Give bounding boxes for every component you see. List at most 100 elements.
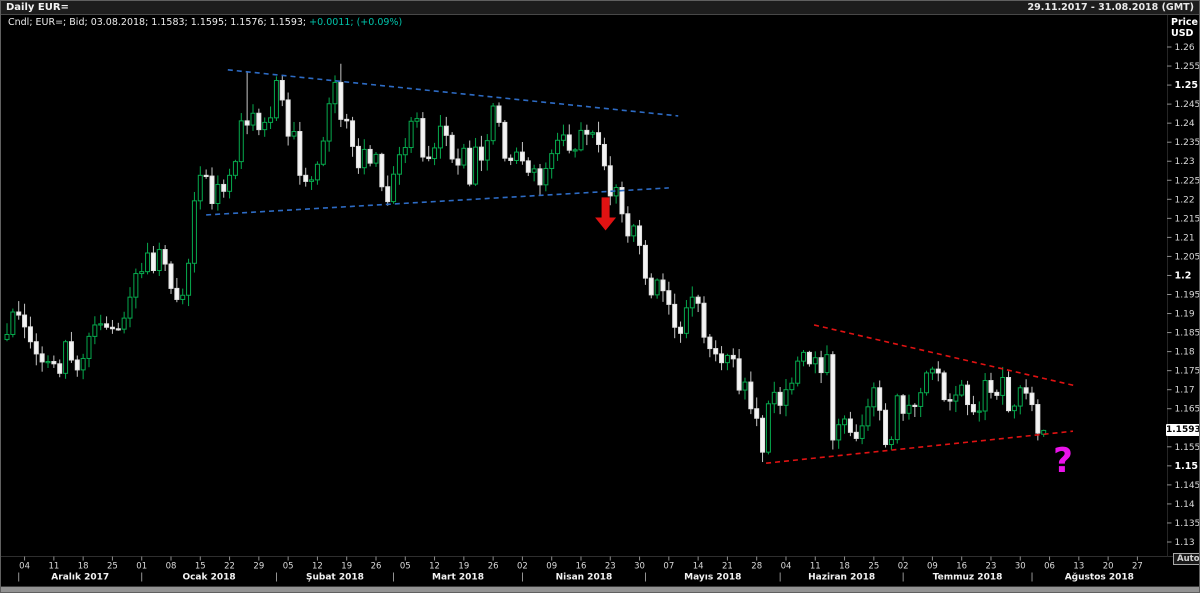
- candle-up: [514, 151, 520, 161]
- candle-up: [683, 307, 689, 334]
- candle-up: [45, 361, 51, 364]
- candle-up: [227, 174, 233, 192]
- candle-up: [314, 163, 320, 181]
- candle-up: [929, 368, 935, 374]
- candle-up: [373, 153, 379, 164]
- candle-down: [994, 391, 1000, 396]
- candle-down: [672, 303, 678, 328]
- candle-up: [484, 140, 490, 161]
- price-axis-ticks[interactable]: 1.26 1.255 1.25 1.245 1.24 1.235 1.23 1.225 1.22…: [1167, 43, 1200, 548]
- time-axis-ticks[interactable]: 04 11 18 25 01 08 15 22 29 05 12 19 26 05 12 19 26 02 09 16…: [17, 556, 1143, 583]
- day-tick-label: 14: [693, 562, 704, 572]
- candle-up: [268, 117, 274, 123]
- month-separator: |: [275, 573, 278, 583]
- candle-down: [109, 326, 115, 330]
- month-label: Haziran 2018: [808, 573, 875, 583]
- candle-down: [203, 174, 209, 178]
- candle-up: [197, 174, 203, 202]
- month-separator: |: [392, 573, 395, 583]
- candle-up: [250, 112, 256, 126]
- day-tick-label: 16: [576, 562, 587, 572]
- day-tick-label: 01: [136, 562, 147, 572]
- candle-down: [22, 314, 28, 328]
- candle-up: [1017, 387, 1023, 407]
- candle-up: [795, 360, 801, 384]
- candle-up: [801, 351, 807, 362]
- auto-scale-button[interactable]: Auto: [1173, 553, 1199, 565]
- candle-up: [631, 225, 637, 237]
- candlestick-series[interactable]: [4, 63, 1047, 463]
- candle-down: [57, 363, 63, 374]
- candle-down: [338, 81, 344, 120]
- candle-down: [449, 134, 455, 160]
- candle-up: [771, 391, 777, 405]
- candle-up: [982, 380, 988, 412]
- day-tick-label: 30: [634, 562, 645, 572]
- candle-down: [379, 153, 385, 188]
- candle-up: [238, 120, 244, 163]
- candle-down: [713, 348, 719, 355]
- candle-down: [39, 353, 45, 363]
- candle-up: [654, 279, 660, 296]
- candle-down: [426, 156, 432, 160]
- month-separator: |: [644, 573, 647, 583]
- candle-up: [549, 153, 555, 169]
- change-percent-label: +0.0011; (+0.09%): [309, 17, 403, 28]
- trendlines: [206, 69, 1077, 464]
- candle-down: [637, 225, 643, 246]
- lower-blue-trendline[interactable]: [206, 187, 669, 216]
- price-tick-label: 1.145: [1175, 481, 1200, 491]
- question-mark-annotation[interactable]: ?: [1053, 441, 1073, 481]
- day-tick-label: 06: [1044, 562, 1055, 572]
- candle-up: [724, 354, 730, 364]
- price-tick-label: 1.155: [1175, 443, 1200, 453]
- month-separator: |: [1030, 573, 1033, 583]
- candle-up: [1011, 405, 1017, 412]
- candle-down: [748, 381, 754, 410]
- day-tick-label: 27: [1132, 562, 1143, 572]
- candle-up: [865, 406, 871, 427]
- candle-down: [695, 296, 701, 304]
- price-tick-label: 1.235: [1175, 138, 1200, 148]
- candle-up: [572, 149, 578, 152]
- candle-down: [719, 353, 725, 364]
- ohlc-legend: Cndl; EUR=; Bid; 03.08.2018; 1.1583; 1.1…: [8, 17, 402, 28]
- annotations: ?: [595, 197, 1073, 481]
- day-tick-label: 09: [927, 562, 938, 572]
- candle-down: [285, 99, 291, 137]
- candle-down: [33, 341, 39, 355]
- day-tick-label: 18: [78, 562, 89, 572]
- candle-down: [736, 358, 742, 391]
- day-tick-label: 09: [546, 562, 557, 572]
- day-tick-label: 12: [312, 562, 323, 572]
- candle-up: [139, 271, 145, 275]
- day-tick-label: 19: [458, 562, 469, 572]
- price-tick-label: 1.225: [1175, 176, 1200, 186]
- candle-up: [186, 262, 192, 296]
- month-separator: |: [779, 573, 782, 583]
- candle-down: [760, 417, 766, 453]
- candle-down: [847, 418, 853, 433]
- candle-up: [859, 425, 865, 439]
- candle-down: [385, 186, 391, 203]
- candle-up: [156, 249, 162, 272]
- price-tick-label: 1.19: [1175, 310, 1195, 320]
- upper-blue-trendline[interactable]: [227, 69, 679, 117]
- breakdown-arrow[interactable]: [595, 197, 617, 231]
- price-tick-label: 1.21: [1175, 233, 1195, 243]
- candle-down: [478, 146, 484, 161]
- candle-up: [490, 105, 496, 142]
- candle-down: [502, 121, 508, 159]
- candle-up: [127, 296, 133, 319]
- day-tick-label: 21: [722, 562, 733, 572]
- day-tick-label: 26: [488, 562, 499, 572]
- candle-up: [953, 394, 959, 402]
- candle-up: [10, 311, 16, 335]
- lower-red-trendline[interactable]: [765, 430, 1074, 464]
- candle-up: [408, 120, 414, 149]
- month-separator: |: [902, 573, 905, 583]
- candle-down: [596, 132, 602, 145]
- candle-up: [432, 147, 438, 160]
- day-tick-label: 04: [781, 562, 792, 572]
